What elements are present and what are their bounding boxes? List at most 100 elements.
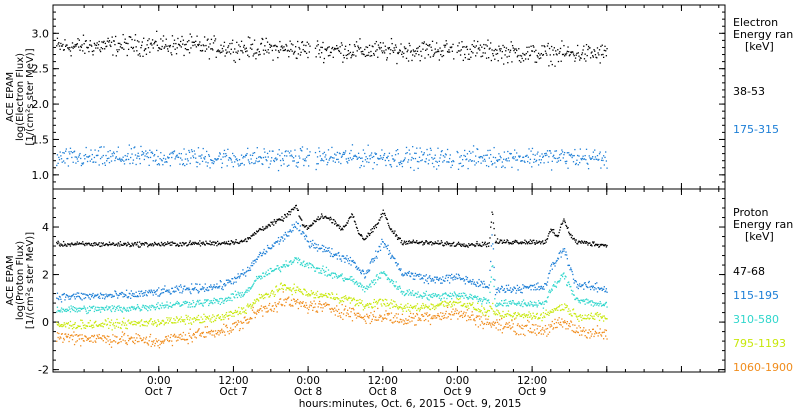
data-point bbox=[58, 309, 61, 312]
data-point bbox=[379, 277, 382, 279]
data-point bbox=[403, 274, 406, 276]
data-point bbox=[464, 292, 466, 295]
data-point bbox=[202, 305, 204, 307]
data-point bbox=[564, 275, 566, 277]
data-point bbox=[162, 157, 165, 160]
data-point bbox=[143, 243, 145, 245]
data-point bbox=[112, 295, 115, 297]
data-point bbox=[494, 162, 496, 164]
data-point bbox=[540, 302, 542, 305]
data-point bbox=[330, 51, 332, 54]
data-point bbox=[474, 155, 477, 157]
data-point bbox=[479, 300, 482, 302]
data-point bbox=[377, 276, 380, 278]
data-point bbox=[533, 161, 535, 163]
data-point bbox=[299, 258, 301, 261]
data-point bbox=[490, 245, 493, 247]
data-point bbox=[148, 307, 150, 309]
data-point bbox=[570, 236, 573, 239]
data-point bbox=[390, 302, 392, 304]
data-point bbox=[385, 217, 387, 219]
data-point bbox=[550, 265, 552, 267]
data-point bbox=[327, 46, 329, 49]
data-point bbox=[498, 48, 501, 50]
data-point bbox=[275, 286, 277, 288]
data-point bbox=[565, 224, 567, 227]
data-point bbox=[62, 308, 65, 310]
data-point bbox=[539, 317, 541, 319]
data-point bbox=[344, 150, 347, 152]
data-point bbox=[472, 145, 475, 147]
data-point bbox=[157, 49, 159, 52]
data-point bbox=[65, 44, 67, 46]
data-point bbox=[170, 52, 172, 54]
data-point bbox=[425, 304, 427, 306]
data-point bbox=[248, 269, 250, 272]
data-point bbox=[479, 284, 482, 286]
data-point bbox=[283, 217, 285, 220]
data-point bbox=[114, 43, 116, 46]
data-point bbox=[119, 309, 122, 311]
data-point bbox=[512, 315, 514, 317]
data-point bbox=[318, 49, 321, 51]
data-point bbox=[469, 48, 471, 50]
data-point bbox=[149, 320, 151, 322]
data-point bbox=[204, 301, 206, 304]
data-point bbox=[571, 235, 573, 237]
data-point bbox=[535, 61, 538, 63]
data-point bbox=[286, 213, 289, 215]
data-point bbox=[454, 278, 456, 280]
data-point bbox=[469, 279, 471, 281]
data-point bbox=[322, 294, 324, 296]
data-point bbox=[597, 302, 599, 304]
data-point bbox=[255, 157, 258, 160]
data-point bbox=[399, 307, 401, 309]
data-point bbox=[553, 54, 555, 56]
data-point bbox=[417, 274, 419, 276]
data-point bbox=[149, 305, 151, 307]
data-point bbox=[162, 164, 164, 166]
data-point bbox=[484, 298, 486, 301]
data-point bbox=[436, 295, 438, 297]
data-point bbox=[560, 60, 562, 62]
data-point bbox=[172, 45, 174, 48]
data-point bbox=[141, 150, 143, 153]
data-point bbox=[533, 304, 535, 306]
data-point bbox=[507, 304, 509, 307]
data-point bbox=[234, 276, 236, 279]
data-point bbox=[131, 294, 133, 296]
data-point bbox=[357, 229, 359, 232]
data-point bbox=[190, 149, 193, 151]
data-point bbox=[229, 310, 232, 313]
data-point bbox=[461, 278, 464, 280]
data-point bbox=[341, 155, 343, 157]
data-point bbox=[130, 306, 133, 308]
data-point bbox=[569, 54, 571, 56]
data-point bbox=[375, 50, 377, 52]
data-point bbox=[368, 51, 370, 54]
data-point bbox=[89, 40, 91, 42]
data-point bbox=[572, 238, 574, 240]
data-point bbox=[320, 247, 323, 249]
data-point bbox=[506, 160, 508, 162]
data-point bbox=[546, 301, 548, 303]
data-point bbox=[75, 296, 78, 298]
data-point bbox=[321, 159, 323, 161]
data-point bbox=[281, 152, 283, 154]
data-point bbox=[426, 241, 428, 243]
data-point bbox=[535, 240, 538, 242]
data-point bbox=[260, 43, 262, 45]
data-point bbox=[215, 317, 217, 319]
data-point bbox=[431, 279, 433, 281]
data-point bbox=[156, 303, 158, 306]
data-point bbox=[193, 41, 195, 43]
data-point bbox=[291, 261, 293, 263]
data-point bbox=[474, 296, 477, 298]
data-point bbox=[169, 46, 171, 48]
data-point bbox=[563, 220, 566, 222]
data-point bbox=[562, 53, 564, 56]
data-point bbox=[68, 327, 70, 329]
data-point bbox=[139, 295, 141, 297]
data-point bbox=[464, 56, 467, 59]
data-point bbox=[285, 289, 287, 291]
